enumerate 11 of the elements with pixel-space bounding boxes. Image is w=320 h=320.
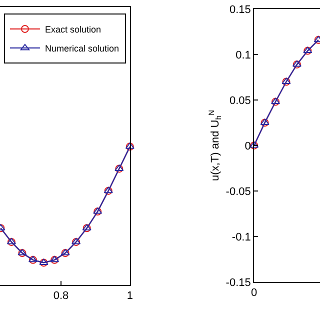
y-tick-label: -0.15: [226, 276, 251, 289]
y-tick-label: -0.05: [226, 186, 251, 198]
y-tick-label: 0.15: [229, 4, 251, 16]
y-tick-label: 0: [244, 140, 251, 152]
y-tick-label: 0.05: [229, 94, 251, 107]
y-tick-label: -0.1: [232, 231, 251, 244]
x-tick-label: 1: [126, 290, 133, 302]
y-tick-label: 0.1: [236, 49, 251, 62]
legend-label: Exact solution: [44, 24, 101, 34]
x-tick-label: 0.8: [53, 290, 69, 302]
legend-label: Numerical solution: [44, 43, 119, 54]
